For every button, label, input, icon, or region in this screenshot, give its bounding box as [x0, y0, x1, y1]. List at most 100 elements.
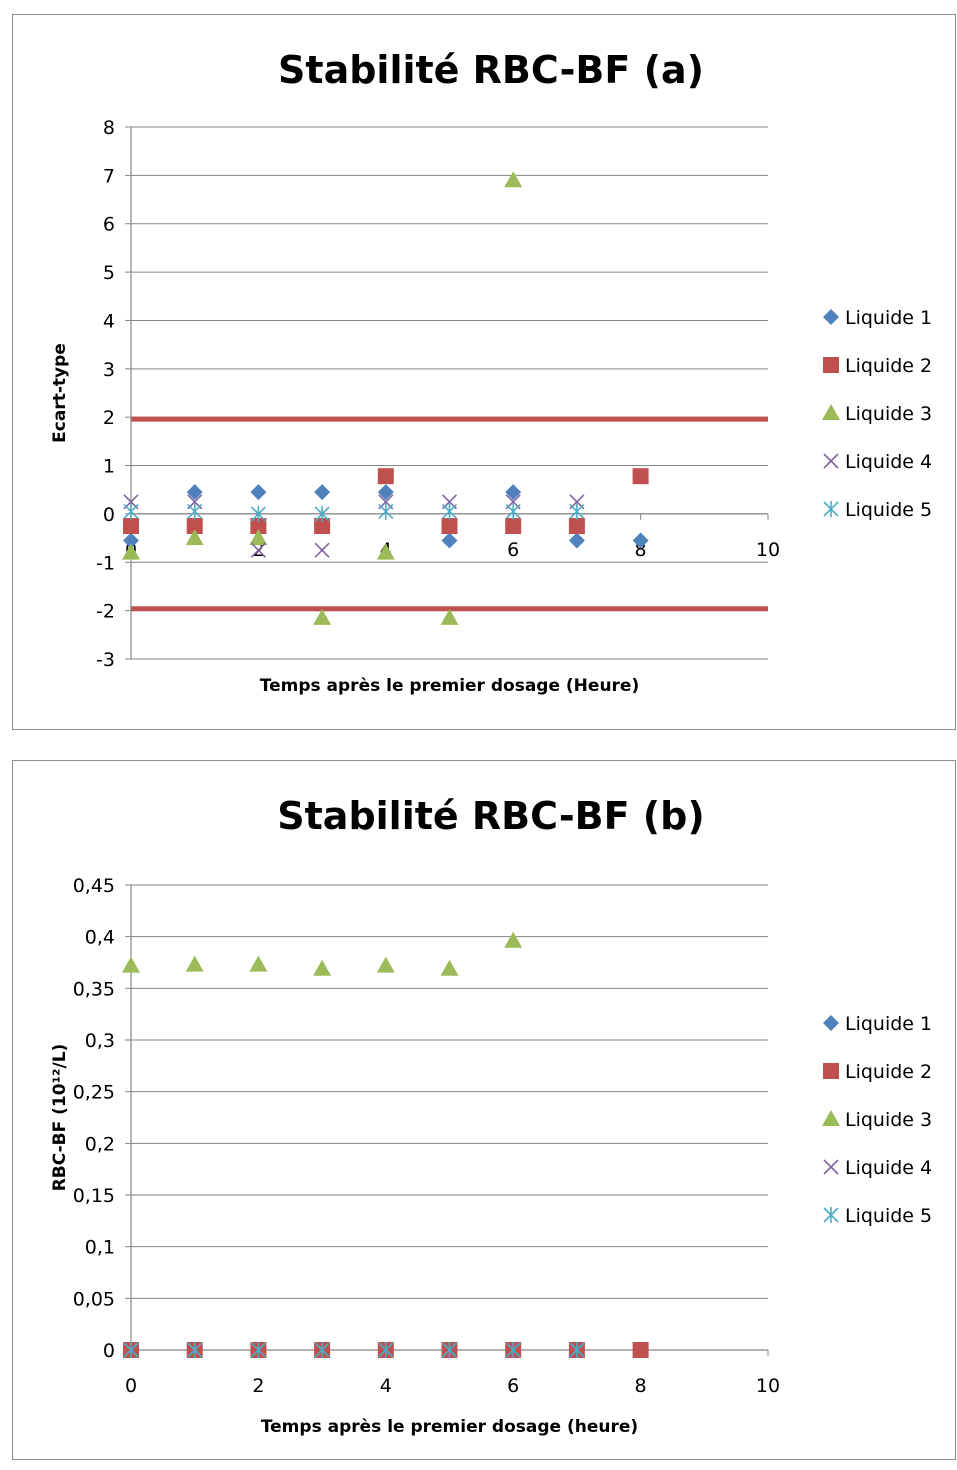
y-tick-label: 5: [103, 262, 115, 284]
y-tick-label: 3: [103, 359, 115, 381]
legend-item: Liquide 4: [823, 451, 932, 473]
legend-label: Liquide 3: [845, 1109, 932, 1131]
y-tick-label: -1: [96, 552, 115, 574]
data-point: [505, 484, 522, 501]
data-point: [186, 484, 203, 501]
data-point: [187, 503, 203, 520]
legend-marker: [823, 357, 839, 373]
legend-item: Liquide 2: [823, 355, 932, 377]
legend-marker: [822, 1110, 840, 1126]
legend-label: Liquide 5: [845, 1205, 932, 1227]
data-point: [122, 543, 140, 560]
legend-label: Liquide 1: [845, 1013, 932, 1035]
data-point: [505, 518, 522, 534]
chart-a-svg: Stabilité RBC-BF (a) -3 -2 -1 0 1 2 3 4 5 6 7 8 0 2 4…: [50, 48, 932, 696]
data-point: [250, 505, 266, 522]
chart-panel-b: Stabilité RBC-BF (b) 0 0,05 0,1 0,15 0,2 0,25…: [12, 760, 956, 1460]
chart-b-grid: [131, 884, 768, 1351]
data-point: [123, 503, 139, 520]
series-liquide-2: [123, 468, 649, 534]
data-point: [632, 532, 649, 549]
legend-marker: [823, 1015, 839, 1031]
series-liquide-3: [122, 171, 523, 625]
data-point: [314, 484, 331, 501]
chart-a-grid: [131, 126, 768, 660]
data-point: [250, 1342, 266, 1358]
data-point: [313, 959, 332, 976]
data-point: [314, 1342, 330, 1358]
chart-b-points: [122, 931, 649, 1358]
chart-a-y-ticks: -3 -2 -1 0 1 2 3 4 5 6 7 8: [96, 117, 115, 671]
chart-b-x-axis-title: Temps après le premier dosage (heure): [261, 1417, 638, 1437]
data-point: [441, 532, 458, 549]
legend-item: Liquide 1: [823, 307, 932, 329]
legend-marker: [823, 1159, 839, 1175]
legend-item: Liquide 1: [823, 1013, 932, 1035]
legend-marker: [823, 501, 839, 517]
legend-label: Liquide 2: [845, 1061, 932, 1083]
y-tick-label: 4: [103, 310, 115, 332]
data-point: [250, 518, 267, 534]
legend-label: Liquide 3: [845, 403, 932, 425]
data-point: [249, 529, 268, 546]
data-point: [568, 518, 585, 534]
chart-a-legend: Liquide 1 Liquide 2 Liquide 3 Liquide 4 Liqu…: [822, 307, 932, 521]
data-point: [441, 518, 458, 534]
y-tick-label: 0,45: [73, 875, 115, 897]
data-point: [632, 1342, 649, 1358]
data-point: [441, 1342, 458, 1358]
data-point: [314, 518, 331, 534]
data-point: [250, 484, 267, 501]
y-tick-label: 0,05: [73, 1288, 115, 1310]
data-point: [122, 956, 140, 973]
chart-a-x-axis-title: Temps après le premier dosage (Heure): [260, 676, 639, 696]
y-tick-label: 0,35: [73, 978, 115, 1000]
y-tick-label: 0: [103, 504, 115, 526]
data-point: [249, 955, 268, 972]
y-tick-label: 0,3: [85, 1030, 115, 1052]
legend-label: Liquide 1: [845, 307, 932, 329]
data-point: [123, 1342, 139, 1358]
chart-a-y-axis-title: Ecart-type: [50, 343, 70, 443]
chart-panel-a: Stabilité RBC-BF (a) -3 -2 -1 0 1 2 3 4 5 6 7 8 0 2 4…: [12, 14, 956, 730]
data-point: [185, 529, 204, 546]
series-liquide-3: [122, 931, 523, 976]
data-point: [440, 608, 459, 625]
data-point: [376, 543, 395, 560]
chart-a-reference-lines: [131, 416, 768, 612]
chart-b-legend: Liquide 1 Liquide 2 Liquide 3 Liquide 4 Liqu…: [822, 1013, 932, 1227]
data-point: [377, 468, 394, 485]
data-point: [505, 503, 521, 520]
data-point: [505, 1342, 521, 1358]
data-point: [378, 1342, 394, 1358]
data-point: [187, 1342, 203, 1358]
x-tick-label: 0: [125, 1375, 137, 1397]
legend-marker: [823, 309, 839, 325]
y-tick-label: 0,4: [85, 927, 115, 949]
y-tick-label: 1: [103, 456, 115, 478]
legend-marker: [823, 453, 839, 469]
data-point: [314, 542, 330, 558]
data-point: [504, 931, 523, 948]
legend-item: Liquide 3: [822, 1109, 932, 1131]
x-tick-label: 8: [635, 1375, 647, 1397]
y-tick-label: 6: [103, 214, 115, 236]
chart-a-points: [122, 171, 649, 625]
y-tick-label: 0,15: [73, 1185, 115, 1207]
legend-item: Liquide 4: [823, 1157, 932, 1179]
chart-a-title: Stabilité RBC-BF (a): [278, 48, 704, 92]
data-point: [441, 503, 458, 520]
data-point: [504, 171, 523, 188]
data-point: [313, 608, 332, 625]
series-liquide-1: [123, 484, 649, 549]
data-point: [378, 503, 394, 520]
x-tick-label: 10: [756, 539, 780, 561]
x-tick-label: 6: [507, 1375, 519, 1397]
y-tick-label: 0,2: [85, 1133, 115, 1155]
y-tick-label: -3: [96, 649, 115, 671]
data-point: [632, 468, 649, 485]
data-point: [376, 956, 395, 973]
y-tick-label: 0: [103, 1340, 115, 1362]
legend-item: Liquide 3: [822, 403, 932, 425]
y-tick-label: -2: [96, 601, 115, 623]
